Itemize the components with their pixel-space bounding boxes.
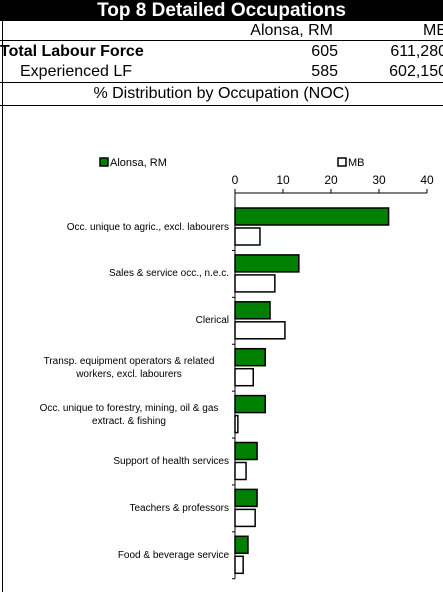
x-tick-label: 20: [324, 173, 338, 187]
bar: [234, 301, 271, 320]
cell: 585: [311, 63, 338, 80]
bar: [234, 508, 256, 528]
cell: 602,150: [389, 63, 443, 80]
rule: [0, 105, 443, 106]
bar: [234, 394, 266, 414]
title: Top 8 Detailed Occupations: [97, 0, 346, 21]
cell: 605: [311, 43, 338, 60]
bar: [234, 254, 300, 273]
category-label: Clerical: [195, 315, 229, 327]
bar: [234, 207, 390, 226]
cell: 611,280: [390, 43, 443, 60]
row-label: Total Labour Force: [0, 43, 144, 60]
category-label: Sales & service occ., n.e.c.: [108, 268, 229, 280]
bar: [234, 227, 261, 246]
x-tick-label: 40: [420, 173, 434, 187]
bar: [234, 488, 258, 508]
bar: [234, 367, 254, 387]
bar: [234, 555, 244, 575]
bar: [234, 347, 266, 367]
row-label: Experienced LF: [20, 63, 133, 80]
column-header: MB: [423, 22, 443, 39]
bar: [234, 321, 286, 340]
category-label: Support of health services: [113, 456, 229, 467]
x-tick-label: 30: [372, 173, 386, 187]
title-bar: [0, 0, 443, 21]
frame: [2, 21, 3, 592]
bar: [234, 535, 249, 555]
bar: [234, 461, 247, 481]
legend-label: Alonsa, RM: [110, 157, 167, 169]
column-header: Alonsa, RM: [250, 22, 333, 39]
rule: [0, 40, 443, 41]
x-tick-label: 0: [232, 173, 239, 187]
category-label: Transp. equipment operators & related wo…: [43, 355, 215, 380]
legend-swatch: [99, 157, 109, 167]
category-label: Food & beverage service: [117, 549, 229, 561]
legend-label: MB: [348, 157, 365, 169]
x-tick-label: 10: [276, 173, 290, 187]
bar: [234, 274, 276, 293]
legend-swatch: [337, 157, 347, 167]
category-label: Occ. unique to agric., excl. labourers: [66, 221, 229, 233]
bar: [234, 441, 258, 461]
section-title: % Distribution by Occupation (NOC): [93, 85, 350, 102]
category-label: Teachers & professors: [129, 502, 230, 514]
rule: [0, 82, 443, 83]
category-label: Occ. unique to forestry, mining, oil & g…: [39, 402, 219, 427]
bar: [234, 414, 239, 434]
